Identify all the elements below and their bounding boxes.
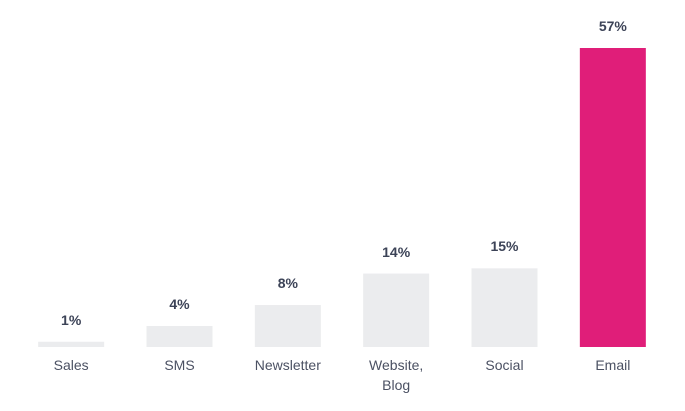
value-label: 8% — [277, 275, 298, 292]
x-tick-label: Social — [485, 357, 524, 373]
value-label: 1% — [61, 311, 82, 328]
x-tick-label: SMS — [164, 357, 195, 373]
bar — [363, 273, 430, 347]
bar — [471, 268, 538, 347]
value-label: 57% — [598, 18, 627, 34]
x-tick-label: Email — [595, 357, 631, 373]
value-label: 14% — [382, 243, 411, 260]
value-label: 4% — [169, 296, 190, 313]
x-tick-label: Website, Blog — [369, 357, 424, 393]
x-tick-label: Sales — [53, 357, 89, 373]
value-label: 15% — [490, 238, 519, 255]
bar — [254, 305, 321, 347]
bar — [146, 326, 213, 347]
x-tick-label: Newsletter — [254, 357, 321, 373]
bar — [38, 341, 105, 347]
bar — [579, 48, 646, 347]
